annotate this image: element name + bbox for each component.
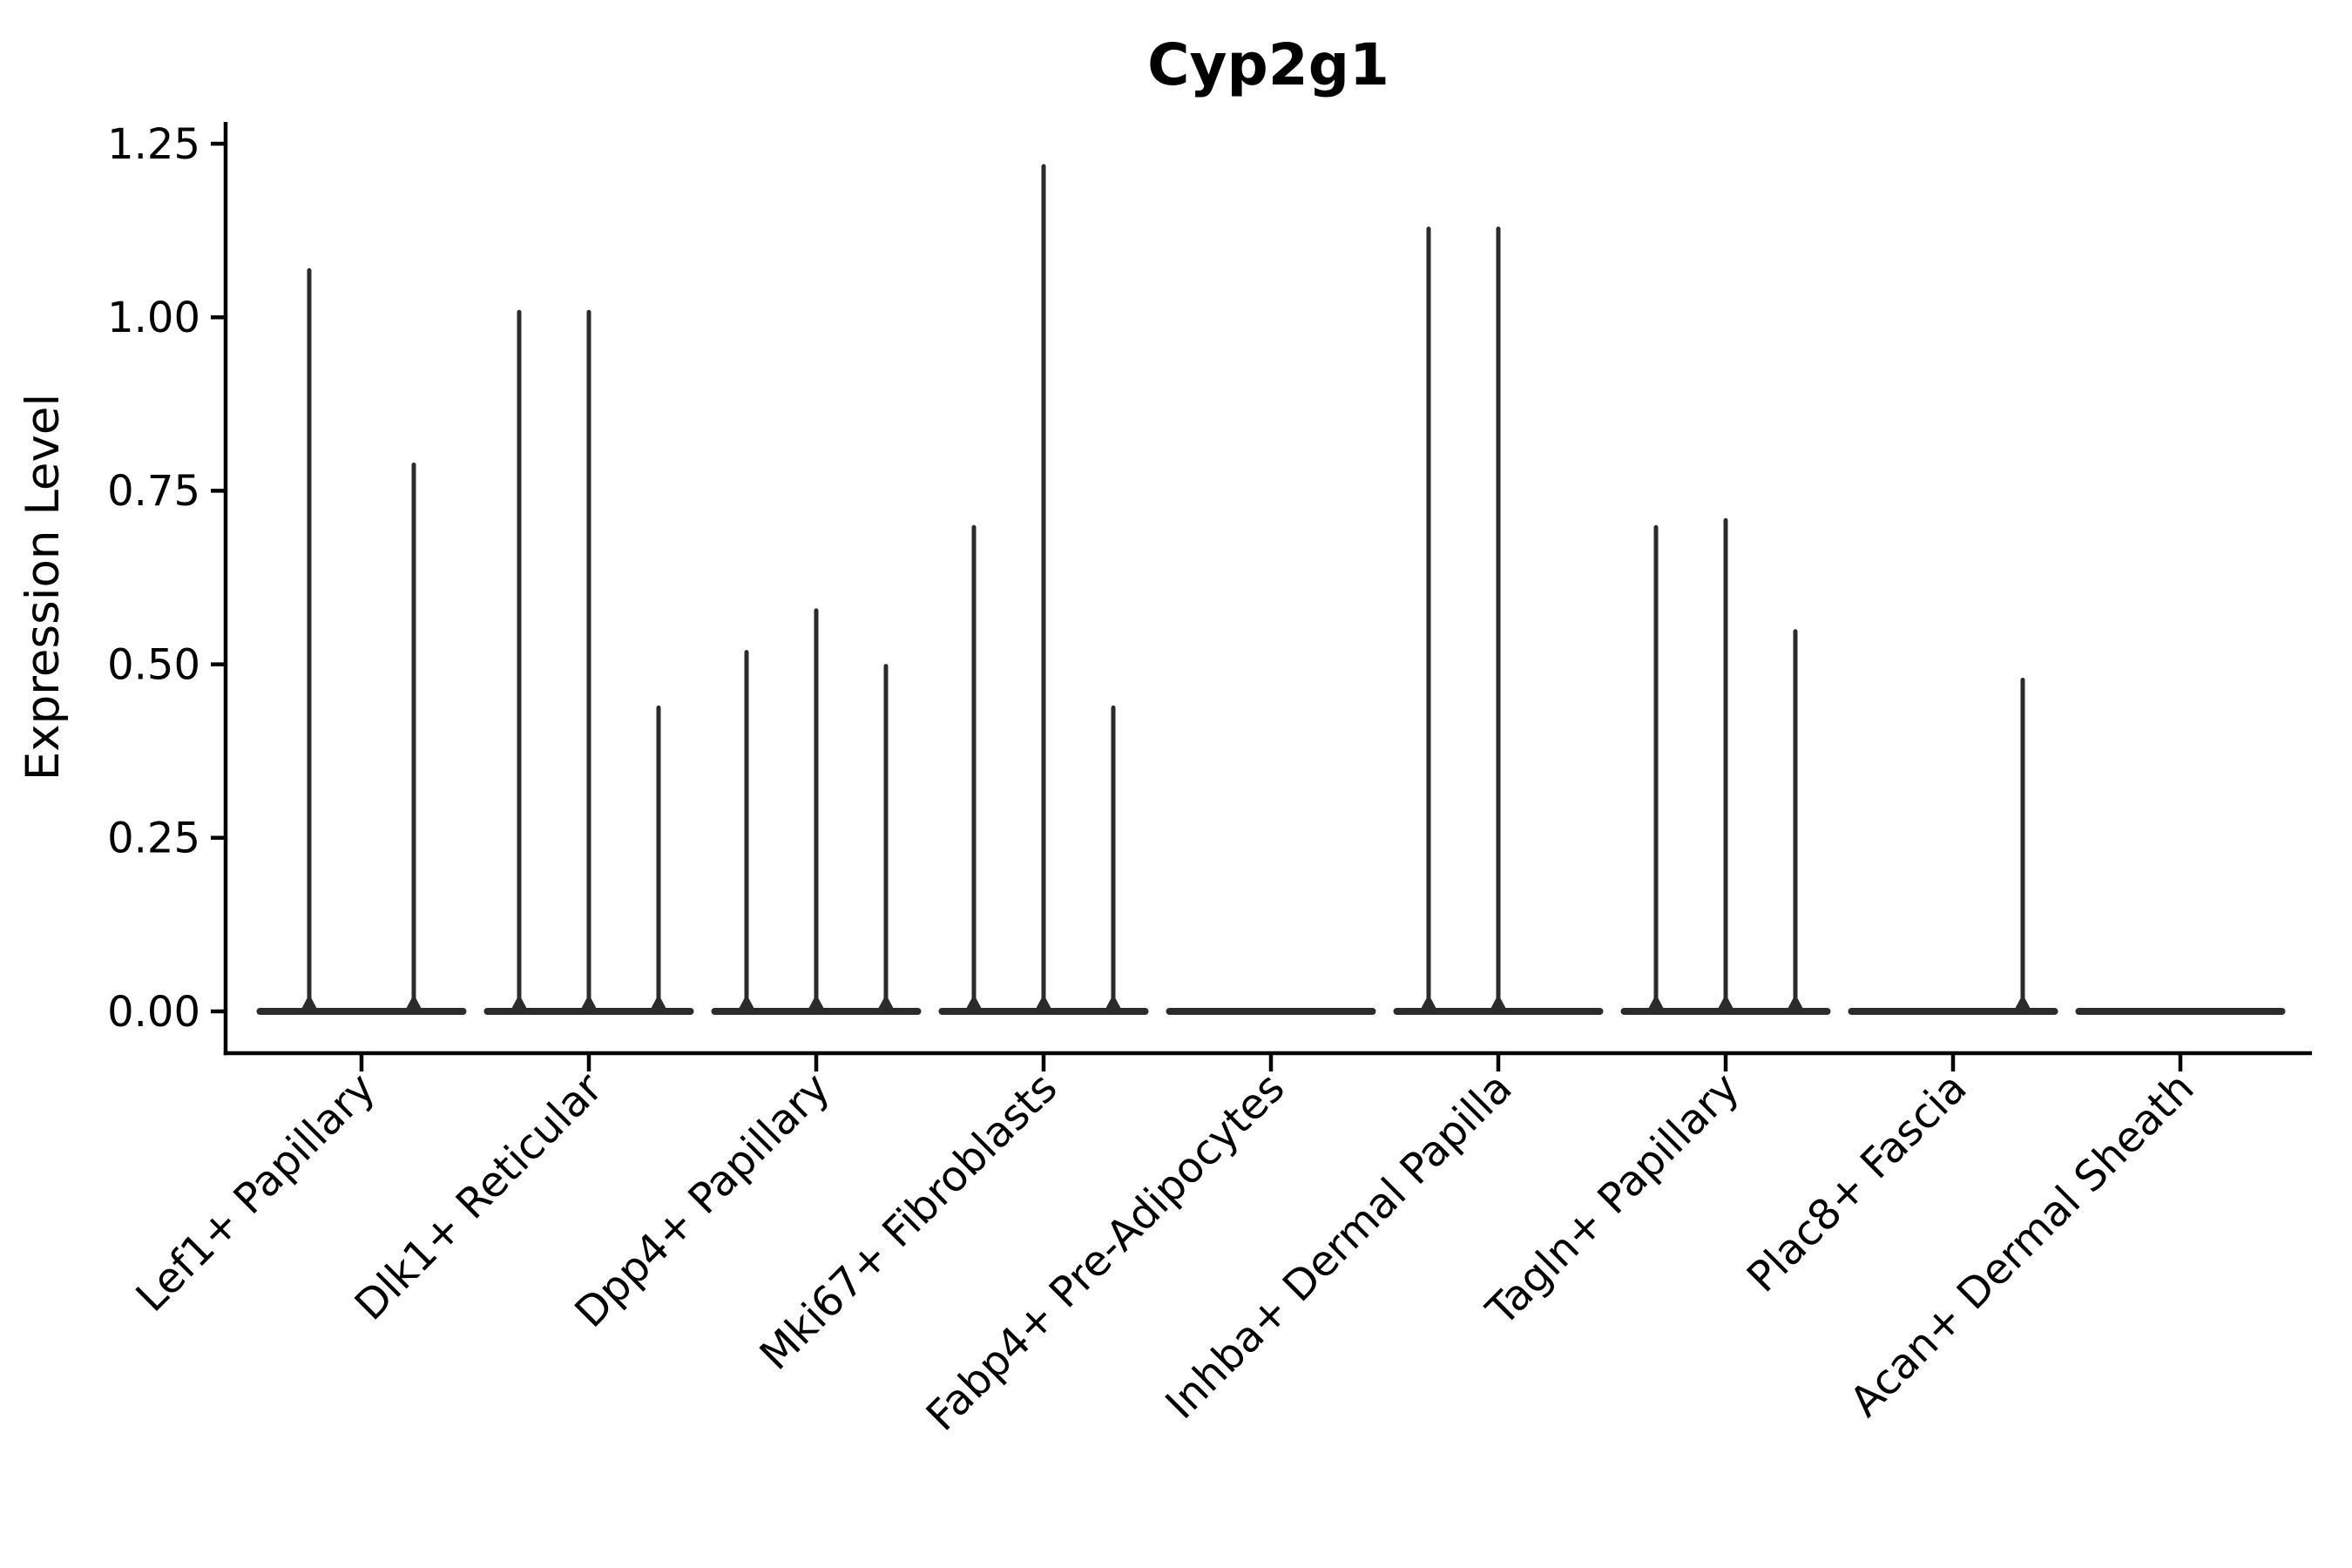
violin-base bbox=[1848, 1008, 2058, 1015]
y-tick-label: 0.50 bbox=[107, 640, 200, 689]
axes-layer bbox=[211, 122, 2312, 1071]
y-axis-label: Expression Level bbox=[17, 394, 70, 781]
violin-base bbox=[2075, 1008, 2286, 1015]
y-tick-label: 0.25 bbox=[107, 814, 200, 863]
y-tick-label: 0.75 bbox=[107, 467, 200, 516]
chart-title: Cyp2g1 bbox=[1147, 31, 1389, 98]
violin-base bbox=[256, 1008, 467, 1015]
y-tick-label: 0.00 bbox=[107, 988, 200, 1037]
violin-base bbox=[1166, 1008, 1376, 1015]
violins-layer bbox=[256, 164, 2286, 1015]
y-tick-labels-layer: 0.00 0.25 0.50 0.75 1.00 1.25 bbox=[107, 120, 200, 1037]
y-tick-label: 1.25 bbox=[107, 120, 200, 169]
y-tick-label: 1.00 bbox=[107, 294, 200, 342]
